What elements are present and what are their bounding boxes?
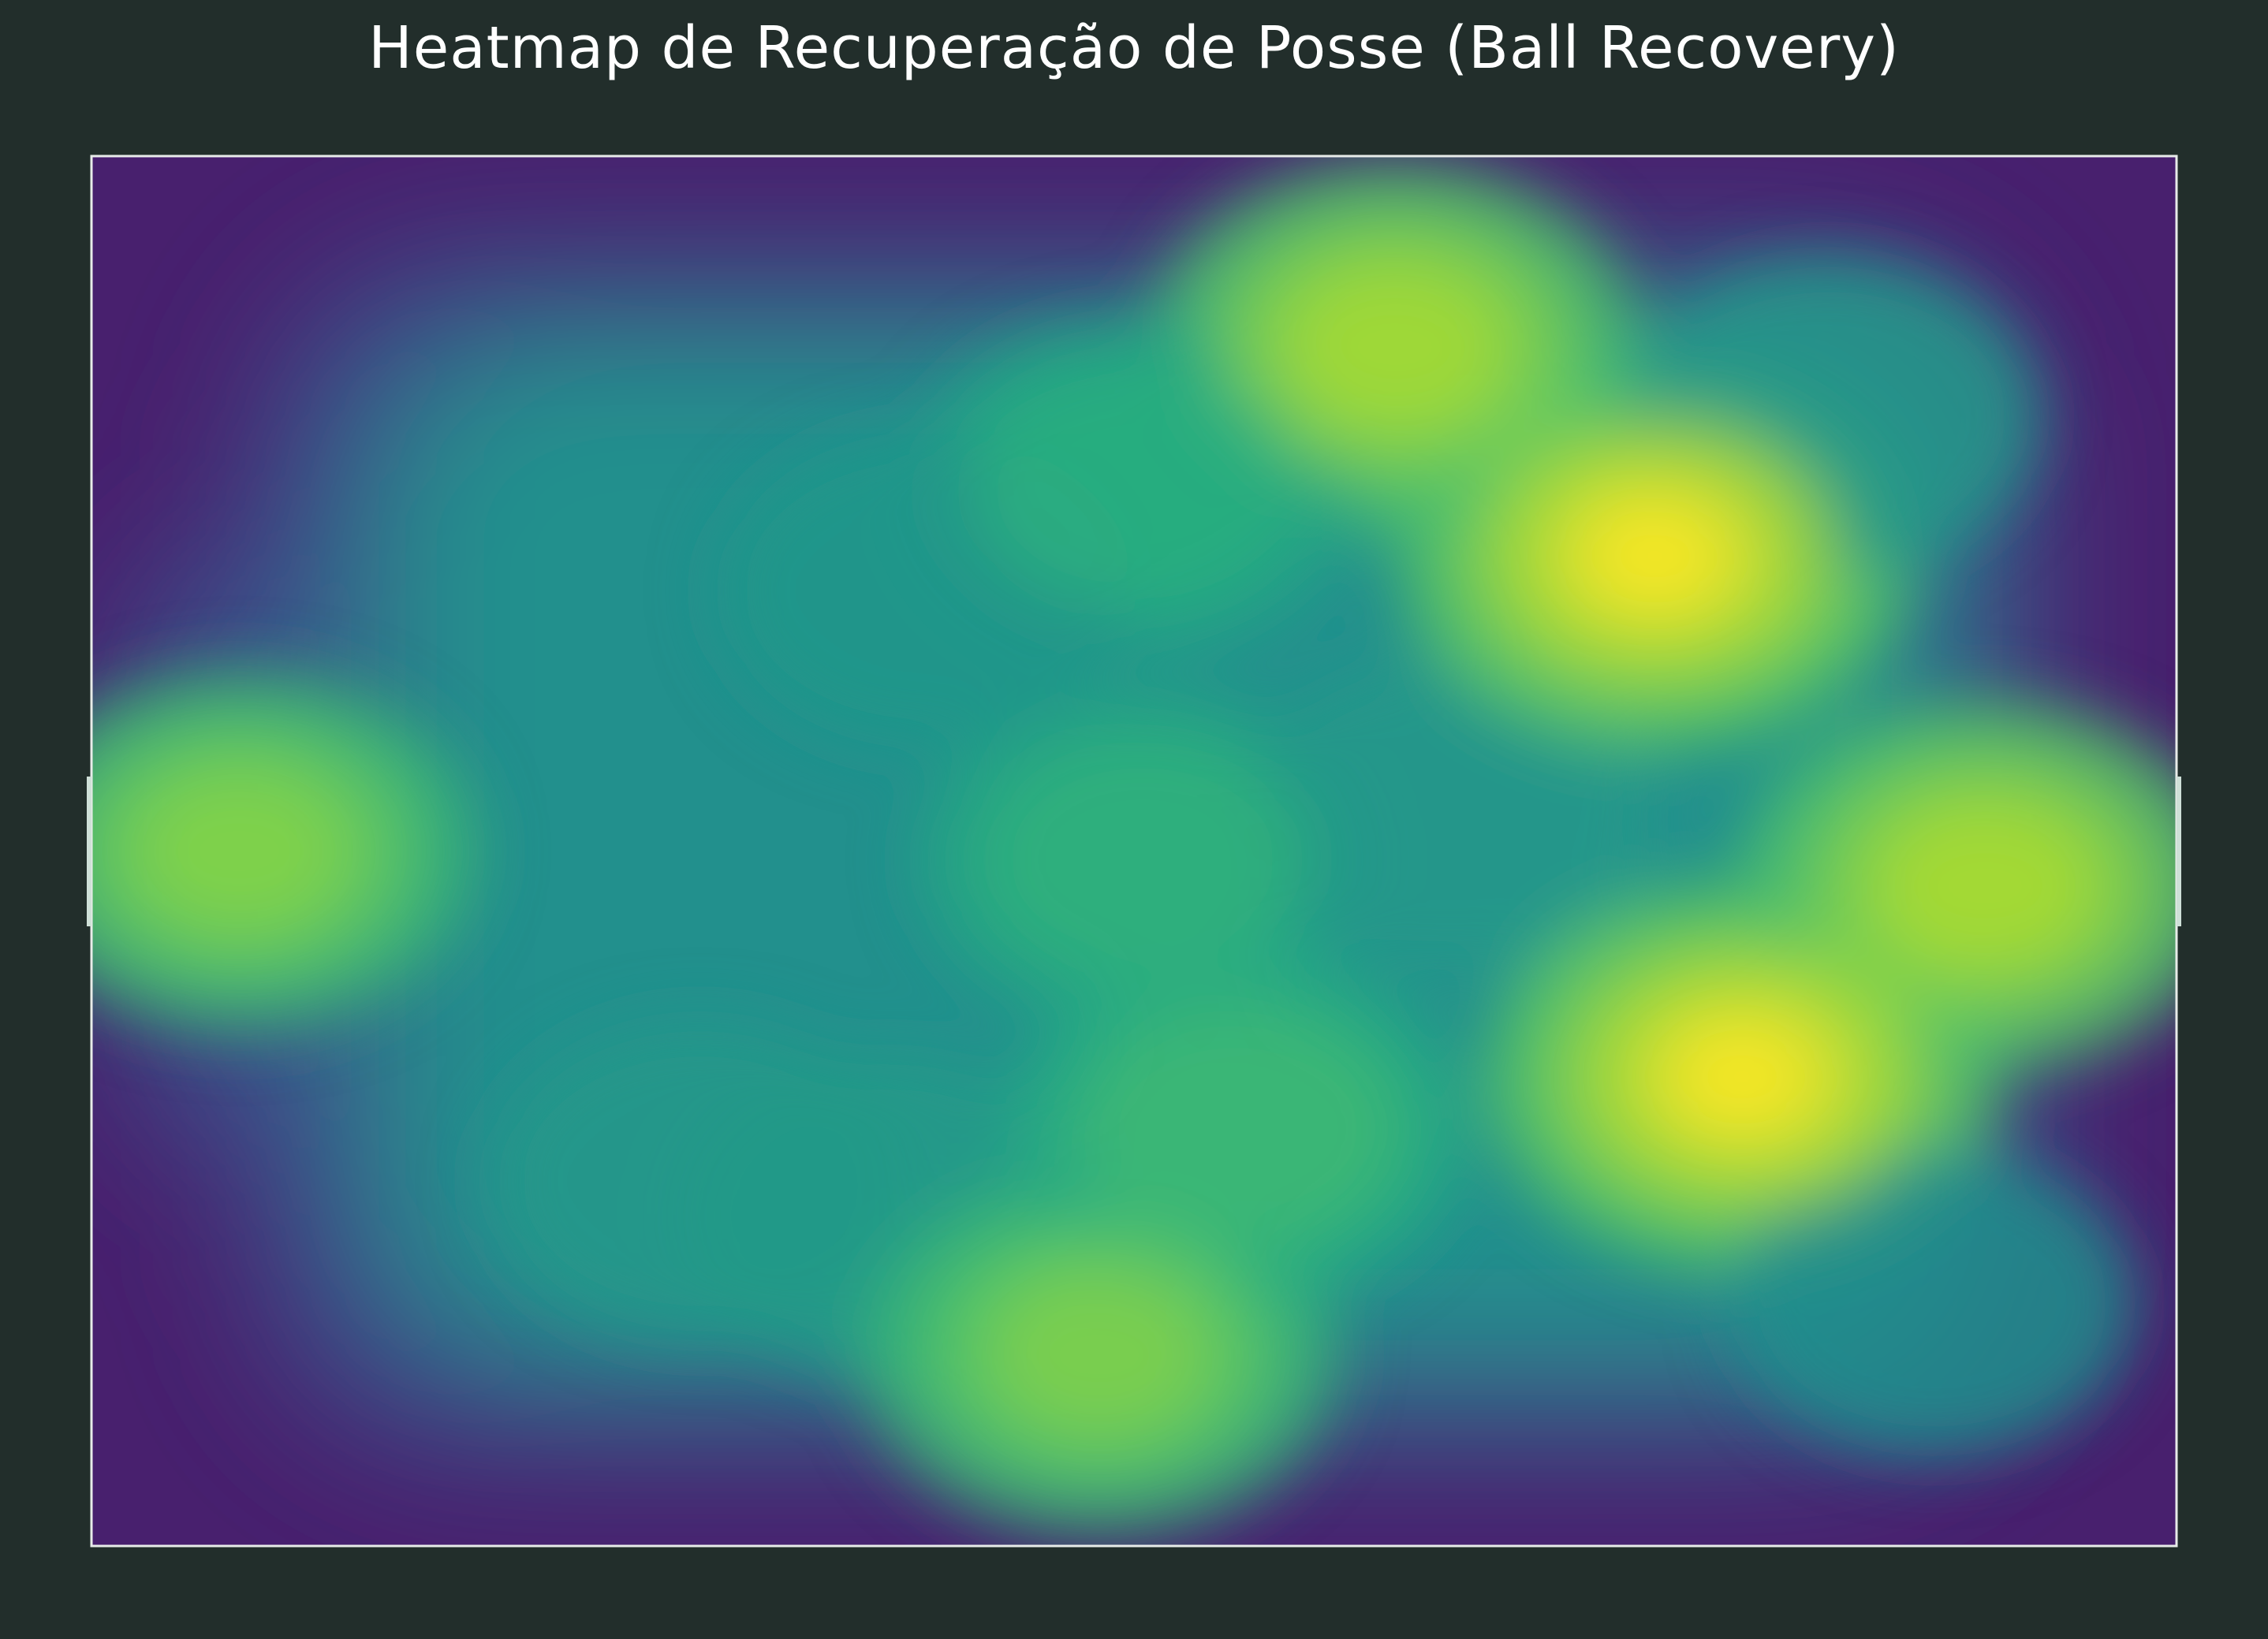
heatmap-hotspot-11-band-2 [1281,261,1508,434]
chart-title: Heatmap de Recuperação de Posse (Ball Re… [368,14,1900,82]
heatmap-hotspot-9-band-2 [1871,799,2099,973]
heatmap-hotspot-15-band-0 [1729,1148,2137,1458]
heatmap-hotspot-7-band-0 [1234,655,1659,978]
heatmap-hotspot-8-band-3 [1676,1026,1809,1127]
density-hotspots [91,160,2177,1537]
heatmap-hotspot-6-band-1 [1073,1004,1404,1254]
heatmap-hotspot-10-band-3 [1589,505,1722,606]
heatmap-hotspot-5-band-1 [980,736,1305,983]
goal-right [2177,777,2181,926]
heatmap-hotspot-4-band-2 [989,1271,1210,1439]
goal-left [87,777,91,926]
heatmap-hotspot-12-band-1 [973,364,1295,609]
heatmap-hotspot-0-band-2 [129,767,349,935]
